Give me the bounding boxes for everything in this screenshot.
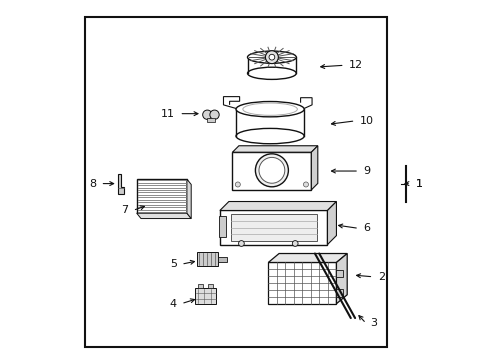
Bar	[219, 216, 226, 237]
Bar	[208, 284, 214, 288]
Bar	[197, 284, 203, 288]
Text: 11: 11	[161, 109, 175, 119]
Text: 10: 10	[360, 116, 374, 126]
Polygon shape	[269, 262, 337, 304]
Text: 9: 9	[364, 166, 370, 176]
Bar	[207, 118, 215, 122]
Circle shape	[235, 182, 240, 187]
Text: 8: 8	[89, 179, 96, 189]
Polygon shape	[311, 146, 318, 190]
Bar	[218, 257, 227, 262]
Circle shape	[293, 240, 298, 246]
Polygon shape	[137, 213, 191, 219]
Circle shape	[255, 154, 289, 187]
Polygon shape	[220, 202, 337, 211]
Text: 6: 6	[364, 224, 370, 233]
Polygon shape	[327, 202, 337, 244]
Bar	[196, 252, 218, 266]
Bar	[232, 152, 311, 190]
Ellipse shape	[247, 51, 296, 63]
Bar	[137, 179, 187, 213]
Circle shape	[210, 110, 219, 120]
Circle shape	[239, 240, 245, 246]
Bar	[337, 270, 343, 277]
Polygon shape	[337, 253, 347, 304]
Ellipse shape	[247, 67, 296, 80]
Circle shape	[259, 157, 285, 183]
Text: 12: 12	[349, 60, 363, 70]
Text: 4: 4	[170, 299, 177, 309]
Text: 5: 5	[170, 259, 177, 269]
Ellipse shape	[236, 129, 304, 144]
Text: 1: 1	[416, 179, 422, 189]
Text: 7: 7	[122, 206, 128, 216]
Circle shape	[203, 110, 212, 120]
Polygon shape	[232, 146, 318, 152]
Polygon shape	[269, 253, 347, 262]
Bar	[85, 17, 387, 347]
Polygon shape	[119, 174, 124, 194]
Ellipse shape	[236, 102, 304, 117]
Text: 1: 1	[416, 179, 422, 189]
Polygon shape	[220, 211, 327, 244]
Bar	[337, 289, 343, 297]
Bar	[195, 288, 216, 304]
Text: 3: 3	[370, 319, 377, 328]
Bar	[231, 214, 317, 241]
Text: 2: 2	[378, 272, 385, 282]
Polygon shape	[187, 179, 191, 219]
Circle shape	[266, 51, 278, 64]
Circle shape	[269, 54, 275, 60]
Circle shape	[303, 182, 309, 187]
